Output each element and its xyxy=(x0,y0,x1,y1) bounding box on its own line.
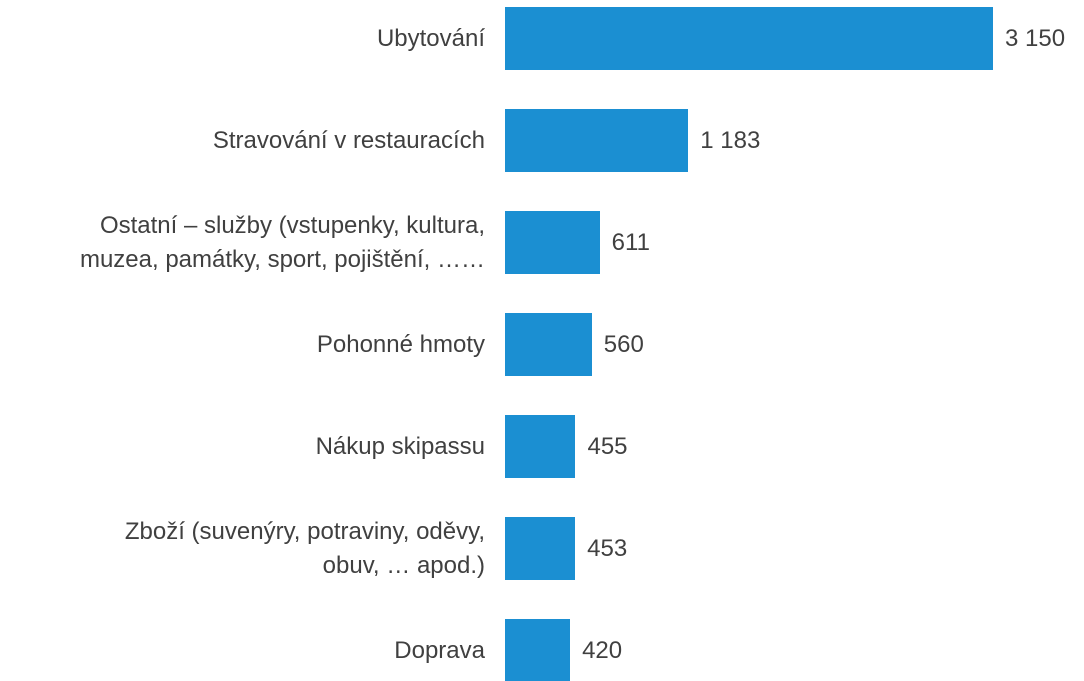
value-label: 453 xyxy=(587,534,628,562)
category-label: Pohonné hmoty xyxy=(316,330,485,358)
bar xyxy=(505,7,993,70)
category-label: Ostatní – služby (vstupenky, kultura, mu… xyxy=(79,211,485,273)
value-label: 455 xyxy=(587,432,628,460)
bar xyxy=(505,619,571,681)
bar xyxy=(505,211,600,274)
bar xyxy=(505,313,592,376)
value-label: 1 183 xyxy=(700,126,761,154)
bar xyxy=(505,109,689,172)
category-label: Doprava xyxy=(394,636,485,664)
category-label: Zboží (suvenýry, potraviny, oděvy, obuv,… xyxy=(124,517,485,579)
bar xyxy=(505,517,576,580)
value-label: 3 150 xyxy=(1005,24,1066,52)
value-label: 420 xyxy=(582,636,623,664)
category-label: Nákup skipassu xyxy=(315,432,485,460)
value-label: 560 xyxy=(603,330,644,358)
bar xyxy=(505,415,576,478)
category-label: Ubytování xyxy=(376,24,485,52)
category-label: Stravování v restauracích xyxy=(212,126,485,154)
value-label: 611 xyxy=(611,228,650,256)
